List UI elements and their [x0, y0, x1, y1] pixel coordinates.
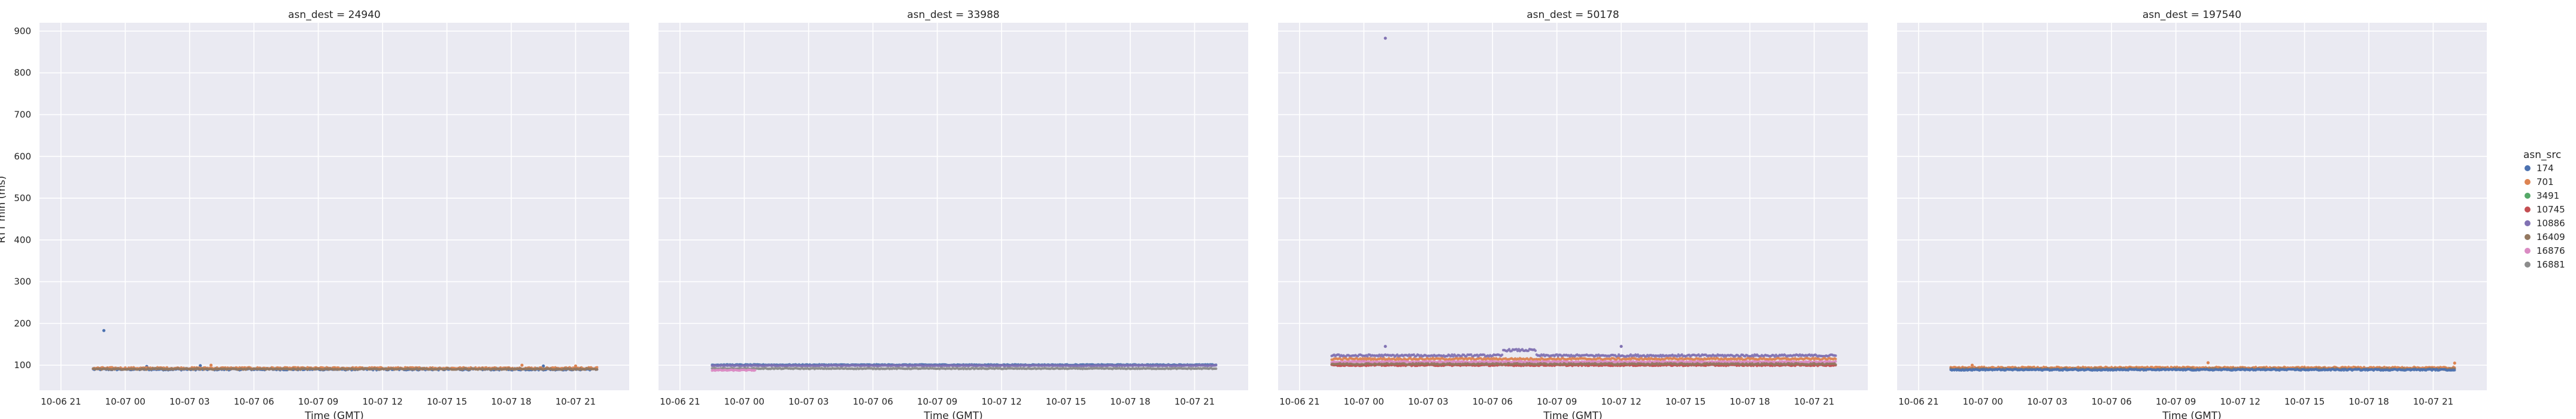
x-tick-label: 10-07 00	[105, 396, 145, 407]
x-tick-label: 10-07 06	[1472, 396, 1512, 407]
x-tick-label: 10-07 00	[1344, 396, 1384, 407]
plot-area	[1278, 23, 1868, 390]
x-tick-label: 10-07 21	[1794, 396, 1834, 407]
x-tick-label: 10-07 06	[233, 396, 274, 407]
y-tick-label: 400	[14, 235, 31, 245]
outlier-point	[542, 364, 545, 368]
outlier-point	[1383, 345, 1387, 348]
x-axis-label: Time (GMT)	[304, 410, 364, 419]
x-tick-label: 10-07 00	[724, 396, 764, 407]
x-tick-label: 10-07 09	[298, 396, 338, 407]
y-tick-label: 200	[14, 318, 31, 329]
series-16409	[92, 367, 599, 371]
x-tick-label: 10-07 03	[2027, 396, 2067, 407]
x-tick-label: 10-07 21	[1175, 396, 1215, 407]
facet-title: asn_dest = 24940	[288, 9, 380, 21]
x-tick-label: 10-07 15	[427, 396, 467, 407]
data-point	[1215, 364, 1218, 367]
data-point	[1834, 363, 1837, 366]
x-axis-label: Time (GMT)	[1543, 410, 1603, 419]
x-tick-label: 10-07 18	[2349, 396, 2389, 407]
x-tick-label: 10-07 21	[2413, 396, 2453, 407]
x-axis-label: Time (GMT)	[2162, 410, 2222, 419]
x-tick-label: 10-06 21	[1279, 396, 1319, 407]
x-axis-label: Time (GMT)	[923, 410, 983, 419]
x-tick-label: 10-07 09	[2156, 396, 2196, 407]
data-point	[1500, 353, 1504, 356]
y-tick-label: 700	[14, 110, 31, 120]
x-tick-label: 10-07 12	[2220, 396, 2260, 407]
plot-area	[659, 23, 1248, 390]
outlier-point	[1383, 37, 1387, 40]
outlier-point	[102, 329, 106, 332]
x-tick-label: 10-07 12	[1601, 396, 1641, 407]
x-tick-label: 10-07 09	[917, 396, 957, 407]
data-point	[596, 366, 599, 369]
outlier-point	[520, 363, 524, 367]
facet-panel: 10-06 21 10-07 00 10-07 03 10-07 06 10-07 09…	[659, 9, 1248, 419]
x-tick-label: 10-06 21	[1898, 396, 1938, 407]
x-tick-label: 10-07 03	[788, 396, 829, 407]
y-tick-label: 500	[14, 193, 31, 204]
x-tick-label: 10-07 15	[2284, 396, 2325, 407]
outlier-point	[1619, 345, 1623, 348]
x-tick-label: 10-07 06	[2091, 396, 2131, 407]
facet-panel: 10-06 21 10-07 00 10-07 03 10-07 06 10-07 09…	[1897, 9, 2487, 419]
x-tick-label: 10-07 00	[1963, 396, 2003, 407]
facet-panels: 100 200 300 400 500 600 700 800 900 10-06 21 10-07…	[14, 9, 2487, 419]
x-tick-label: 10-07 12	[362, 396, 402, 407]
y-tick-label: 900	[14, 26, 31, 37]
x-tick-label: 10-07 09	[1537, 396, 1577, 407]
data-point	[1834, 354, 1837, 357]
facet-panel: 100 200 300 400 500 600 700 800 900 10-06 21 10-07…	[14, 9, 629, 419]
x-tick-label: 10-07 18	[491, 396, 531, 407]
y-tick-label: 800	[14, 68, 31, 78]
data-point	[1834, 357, 1837, 360]
plot-area	[40, 23, 629, 390]
data-point	[1215, 367, 1218, 371]
facet-panel: 10-06 21 10-07 00 10-07 03 10-07 06 10-07 09…	[1278, 9, 1868, 419]
x-tick-label: 10-07 15	[1665, 396, 1706, 407]
x-tick-label: 10-07 12	[981, 396, 1021, 407]
x-tick-label: 10-07 18	[1110, 396, 1150, 407]
data-point	[1534, 349, 1537, 352]
outlier-point	[209, 363, 213, 367]
x-tick-label: 10-07 21	[556, 396, 596, 407]
x-tick-label: 10-06 21	[660, 396, 700, 407]
data-point	[596, 368, 599, 371]
x-tick-label: 10-07 18	[1730, 396, 1770, 407]
y-tick-label: 300	[14, 277, 31, 287]
data-point	[754, 369, 757, 372]
facet-title: asn_dest = 33988	[907, 9, 999, 21]
x-tick-label: 10-07 15	[1046, 396, 1086, 407]
facet-title: asn_dest = 197540	[2143, 9, 2241, 21]
outlier-point	[199, 364, 202, 368]
x-tick-label: 10-06 21	[41, 396, 81, 407]
plot-area	[1897, 23, 2487, 390]
y-tick-label: 100	[14, 360, 31, 371]
x-tick-label: 10-07 06	[852, 396, 893, 407]
outlier-point	[574, 364, 578, 368]
x-tick-label: 10-07 03	[1408, 396, 1448, 407]
x-tick-label: 10-07 03	[169, 396, 210, 407]
y-tick-label: 600	[14, 151, 31, 162]
facet-title: asn_dest = 50178	[1527, 9, 1619, 21]
